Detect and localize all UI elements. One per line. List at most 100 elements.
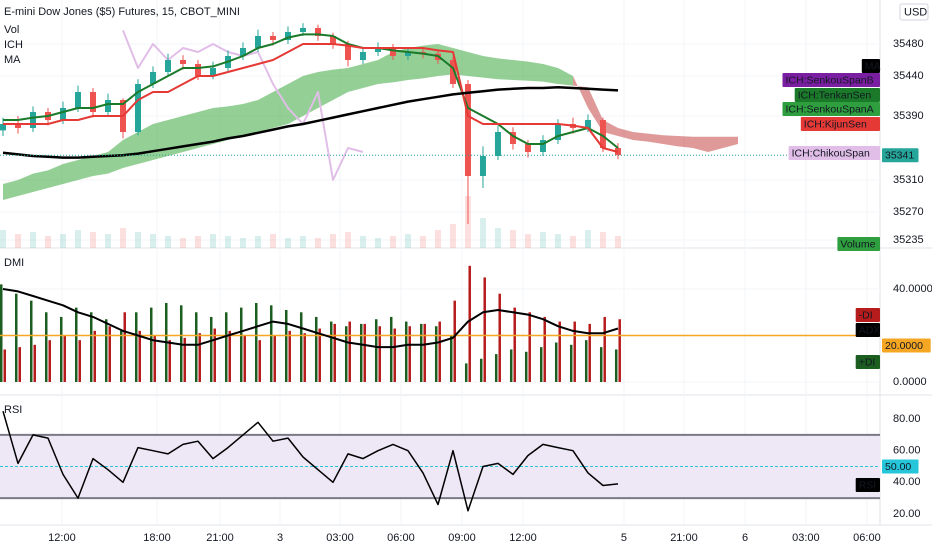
- candle-body: [299, 28, 306, 32]
- plus-di-bar: [614, 349, 618, 382]
- volume-bar: [584, 230, 591, 248]
- minus-di-bar: [243, 335, 246, 382]
- minus-di-bar: [228, 330, 231, 382]
- x-tick-label: 12:00: [48, 532, 76, 544]
- plus-di-bar: [569, 344, 573, 382]
- volume-bar: [149, 234, 156, 248]
- volume-bar: [329, 234, 336, 248]
- series-label-box: [855, 478, 880, 492]
- ichimoku-cloud: [333, 68, 348, 100]
- ichimoku-cloud: [363, 60, 378, 88]
- ichimoku-cloud: [33, 170, 48, 192]
- volume-bar: [134, 232, 141, 248]
- ichimoku-cloud: [273, 84, 288, 128]
- volume-bar: [59, 234, 66, 248]
- ichimoku-cloud: [423, 44, 438, 79]
- minus-di-bar: [153, 335, 156, 382]
- x-tick-label: 06:00: [387, 532, 415, 544]
- volume-bar: [89, 232, 96, 248]
- volume-bar: [254, 236, 261, 248]
- ichimoku-cloud: [663, 135, 678, 147]
- volume-bar: [179, 238, 186, 248]
- ichimoku-cloud: [48, 164, 63, 188]
- series-label-box: [794, 88, 880, 102]
- ichimoku-cloud: [63, 160, 78, 184]
- minus-di-bar: [333, 323, 336, 382]
- minus-di-bar: [363, 323, 366, 382]
- candle-body: [449, 60, 456, 84]
- ichimoku-cloud: [348, 64, 363, 92]
- minus-di-bar: [273, 335, 276, 382]
- volume-label: Volume: [840, 238, 875, 250]
- y-tick-label: 20.00: [893, 508, 921, 520]
- candle-body: [0, 124, 6, 131]
- ichimoku-cloud: [228, 104, 243, 140]
- minus-di-bar: [558, 321, 561, 382]
- volume-bar: [164, 236, 171, 248]
- y-tick-label: 0.0000: [893, 376, 927, 388]
- level-label: 20.0000: [885, 340, 923, 352]
- plus-di-bar: [44, 312, 48, 382]
- minus-di-bar: [108, 326, 111, 382]
- ichimoku-cloud: [408, 45, 423, 80]
- volume-bar: [104, 234, 111, 248]
- last-price-label: 35341: [885, 149, 914, 161]
- plus-di-bar: [89, 312, 93, 382]
- currency-button[interactable]: USD: [904, 6, 927, 18]
- candle-body: [134, 84, 141, 132]
- plus-di-bar: [404, 321, 408, 382]
- candle-body: [584, 120, 591, 128]
- candle-body: [599, 120, 606, 148]
- volume-bar: [449, 224, 456, 248]
- plus-di-bar: [224, 312, 228, 382]
- minus-di-bar: [213, 328, 216, 382]
- adx-line: [2, 288, 619, 349]
- currency-button-box[interactable]: [899, 3, 929, 21]
- plus-di-bar: [0, 284, 3, 382]
- plus-di-bar: [119, 330, 123, 382]
- midline-label-box: [882, 459, 919, 474]
- plus-di-bar: [284, 309, 288, 382]
- volume-bar: [194, 236, 201, 248]
- minus-di-bar: [198, 333, 201, 382]
- plus-di-bar: [599, 347, 603, 382]
- volume-bar: [524, 234, 531, 248]
- volume-bar: [509, 230, 516, 248]
- candle-body: [59, 108, 66, 120]
- candle-body: [524, 144, 531, 152]
- volume-bar: [359, 236, 366, 248]
- minus-di-bar: [258, 340, 261, 382]
- minus-di-bar: [528, 312, 531, 382]
- series-label: ICH:KijunSen: [804, 118, 867, 130]
- ichimoku-cloud: [513, 60, 528, 81]
- ichimoku-cloud: [498, 58, 513, 80]
- minus-di-bar: [498, 293, 501, 382]
- volume-bar: [239, 238, 246, 248]
- indicator-name: ICH: [4, 39, 23, 51]
- plus-di-bar: [104, 319, 108, 382]
- indicator-name: MA: [4, 54, 21, 66]
- minus-di-bar: [33, 344, 36, 382]
- ichimoku-cloud: [123, 132, 138, 168]
- pane-title: RSI: [4, 404, 22, 416]
- moving-average-line: [2, 85, 619, 159]
- candle-body: [359, 52, 366, 60]
- volume-bar: [74, 230, 81, 248]
- plus-di-bar: [374, 319, 378, 382]
- plus-di-bar: [254, 302, 258, 382]
- series-label: ICH:SenkouSpanB: [786, 74, 874, 86]
- plus-di-bar: [419, 323, 423, 382]
- series-label-box: [855, 308, 880, 322]
- volume-bar: [299, 236, 306, 248]
- series-label-box: [861, 59, 880, 73]
- minus-di-bar: [318, 328, 321, 382]
- ichimoku-cloud: [318, 69, 333, 108]
- ichimoku-cloud: [303, 72, 318, 116]
- volume-bar: [404, 234, 411, 248]
- plus-di-bar: [299, 312, 303, 382]
- x-tick-label: 21:00: [670, 532, 698, 544]
- minus-di-bar: [123, 312, 126, 382]
- ichimoku-cloud: [468, 52, 483, 78]
- ichimoku-cloud: [678, 136, 693, 148]
